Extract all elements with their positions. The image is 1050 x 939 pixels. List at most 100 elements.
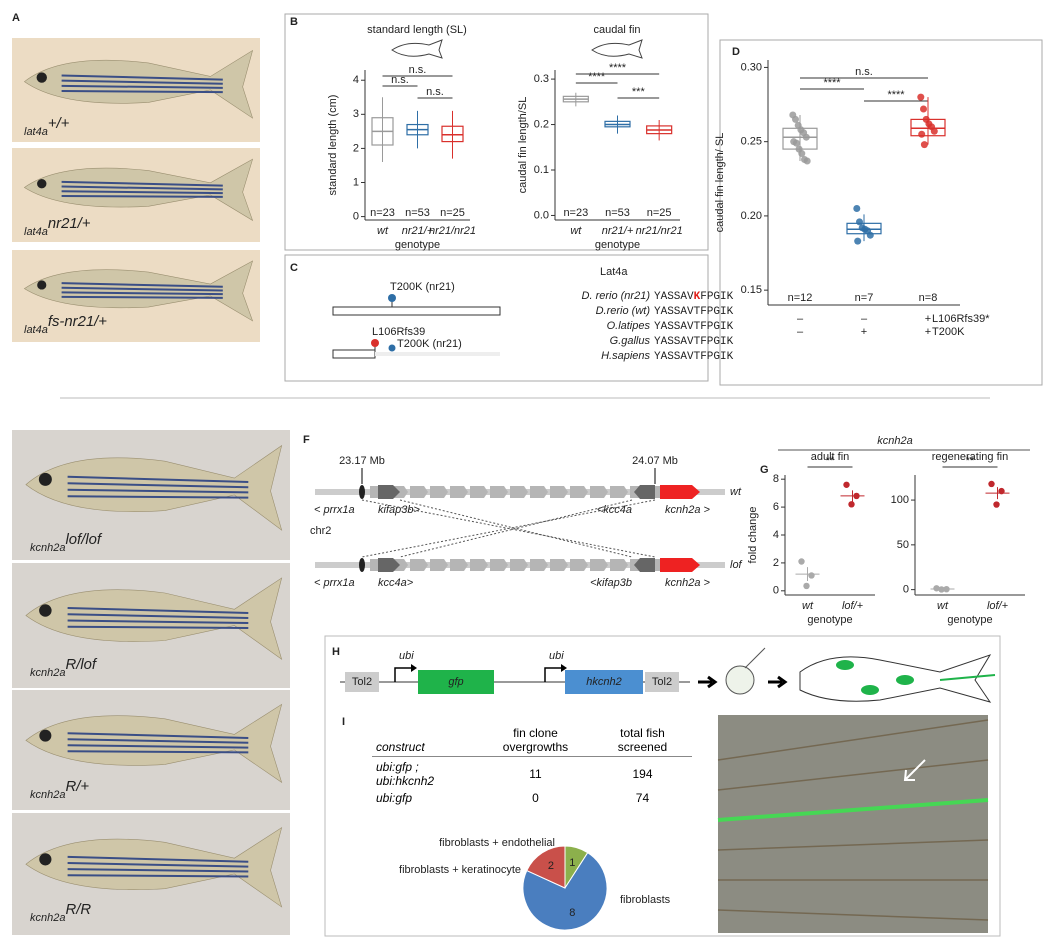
inversion-line (361, 499, 656, 558)
table-i: construct fin clone overgrowths total fi… (372, 726, 692, 805)
genotype-label: kcnh2aR/lof (30, 657, 98, 679)
fish-stripe (61, 286, 223, 292)
fish-eye (39, 853, 52, 866)
gene-arrow (570, 486, 588, 498)
panel-b-frame (284, 13, 709, 251)
x-axis-label: genotype (595, 239, 640, 251)
x-axis-label: genotype (395, 239, 440, 251)
row-mark: + (925, 313, 931, 325)
y-tick-label: 4 (773, 529, 779, 541)
cell: 11 (529, 767, 542, 781)
arrow-head (411, 664, 417, 672)
fish-stripe (67, 744, 249, 749)
fish-stripe (67, 862, 249, 868)
label: Lat4a (600, 266, 628, 278)
sig-label: n.s. (391, 74, 409, 86)
fish-icon (591, 39, 643, 59)
panel-letter: D (732, 46, 740, 58)
x-tick-label: lof/+ (842, 600, 864, 612)
panel-letter: H (332, 646, 340, 658)
header-cell: construct (372, 726, 478, 757)
data-point (933, 585, 940, 592)
panel-d-frame (719, 39, 1043, 386)
genotype-label: kcnh2alof/lof (30, 532, 103, 554)
genotype-sup: lof/lof (65, 532, 102, 548)
panel-letter: A (12, 12, 20, 24)
gene-label: <kcc4a (597, 504, 632, 516)
gene-arrow (490, 559, 508, 571)
fish-body (23, 158, 254, 222)
data-point (920, 105, 927, 113)
y-tick-label: 8 (773, 473, 779, 485)
gene-arrow (660, 485, 700, 499)
box (441, 125, 464, 143)
chart-subtitle: regenerating fin (932, 451, 1008, 463)
micrograph (718, 715, 988, 933)
label: ubi (399, 650, 414, 662)
label: Tol2 (652, 676, 672, 688)
genotype-base: lat4a (24, 226, 48, 238)
fish-stripe (67, 475, 249, 483)
fish-eye (36, 72, 47, 83)
box (782, 127, 818, 150)
label: Tol2 (352, 676, 372, 688)
tol2-box (345, 672, 379, 692)
pie-slice (522, 851, 608, 931)
promoter-arrow (394, 667, 413, 682)
row-mark: – (861, 313, 868, 325)
clone-ray (939, 674, 996, 681)
fish-body (23, 260, 254, 322)
gene-arrow (634, 558, 655, 572)
gene-arrow (450, 559, 468, 571)
panel-letter: G (760, 464, 769, 476)
x-tick-label: nr21/+ (402, 225, 434, 237)
y-tick-label: 6 (773, 501, 779, 513)
needle (744, 647, 766, 669)
fish-stripe (67, 750, 249, 754)
gene-arrow (530, 559, 548, 571)
genotype-base: lat4a (24, 126, 48, 138)
y-axis-label: caudal fin length/ SL (714, 133, 726, 233)
genotype-base: kcnh2a (30, 667, 65, 679)
sig-label: **** (887, 89, 905, 101)
chart-title: standard length (SL) (367, 24, 467, 36)
gene-arrow (510, 559, 528, 571)
genotype-sup: +/+ (48, 116, 70, 132)
cell: ubi:gfp (376, 791, 413, 805)
gene-label: kcc4a> (378, 577, 414, 589)
sig-label: n.s. (426, 86, 444, 98)
n-label: n=23 (563, 207, 588, 219)
fish-eye (39, 729, 52, 742)
gene-arrow (410, 559, 428, 571)
y-tick-label: 3 (353, 108, 359, 120)
fish-stripe (67, 868, 249, 873)
gene-arrow (570, 559, 588, 571)
x-tick-label: nr21/+ (602, 225, 634, 237)
data-point (848, 501, 855, 508)
fish-stripe (67, 482, 249, 489)
data-point (792, 115, 799, 123)
x-tick-label: wt (570, 225, 582, 237)
gene-arrow (530, 486, 548, 498)
panel-c-frame (284, 254, 709, 382)
fish-stripe (61, 185, 223, 191)
genotype-label: lat4afs-nr21/+ (24, 314, 107, 336)
y-tick-label: 0.0 (534, 209, 549, 221)
genotype-sup: R/lof (65, 657, 97, 673)
fish-stripe (67, 625, 249, 629)
sig-label: n.s. (855, 66, 873, 78)
sig-label: ** (826, 455, 835, 467)
genotype-base: kcnh2a (30, 912, 65, 924)
sequence: YASSAVTFPGIK (654, 336, 734, 348)
hkcnh2-box (565, 670, 643, 694)
gene-label: kcnh2a > (665, 504, 711, 516)
pie-value: 2 (548, 860, 554, 872)
genotype-base: kcnh2a (30, 789, 65, 801)
y-tick-label: 0 (773, 585, 779, 597)
label: kcnh2a (877, 435, 912, 447)
n-label: n=12 (788, 292, 813, 304)
data-point (918, 130, 926, 138)
fish-stripe (67, 738, 249, 744)
mutation-dot (388, 344, 396, 352)
sig-label: **** (823, 77, 841, 89)
